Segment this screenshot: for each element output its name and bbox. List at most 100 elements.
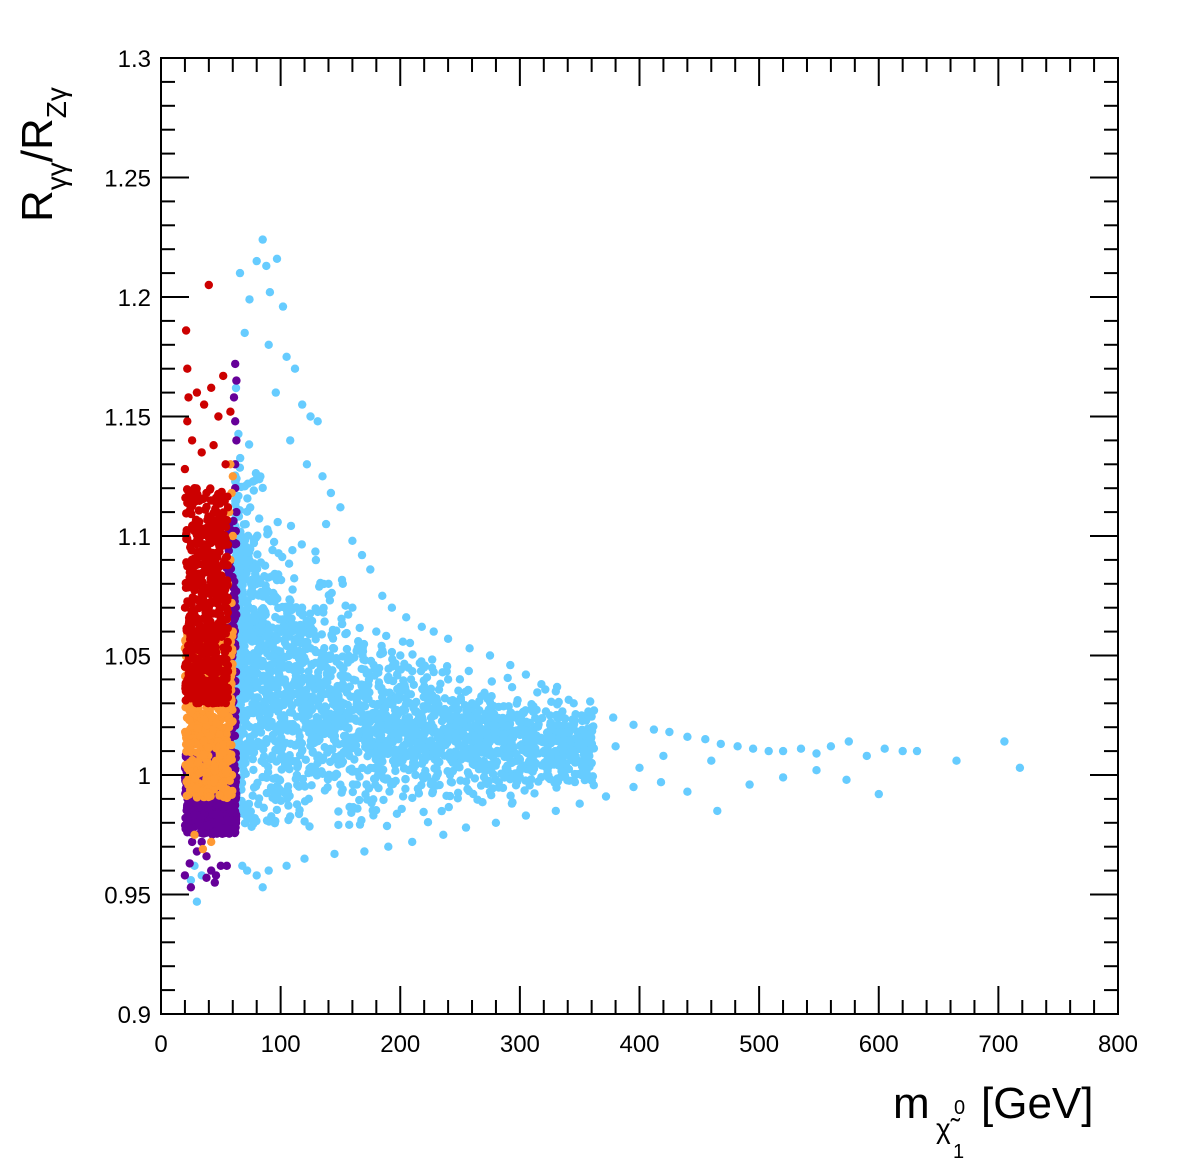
data-point xyxy=(453,794,462,803)
data-point xyxy=(384,715,393,725)
y-tick-label: 1.2 xyxy=(118,285,151,312)
data-point xyxy=(385,688,394,697)
data-point xyxy=(451,711,461,720)
data-point xyxy=(224,789,233,799)
data-point xyxy=(355,623,364,633)
data-point xyxy=(748,744,758,753)
data-point xyxy=(222,576,232,585)
data-point xyxy=(194,698,204,708)
data-point xyxy=(778,773,788,782)
data-point xyxy=(231,359,240,369)
data-point xyxy=(262,261,271,271)
data-point xyxy=(221,625,230,634)
data-point xyxy=(874,789,883,799)
data-point xyxy=(426,713,436,722)
data-point xyxy=(240,328,249,338)
data-point xyxy=(202,488,211,498)
data-point xyxy=(291,675,300,685)
data-point xyxy=(249,486,258,495)
data-point xyxy=(252,693,261,702)
data-point xyxy=(197,528,207,537)
data-point xyxy=(372,701,382,710)
data-point xyxy=(215,816,225,825)
data-point xyxy=(487,677,496,686)
data-point xyxy=(408,837,417,847)
data-point xyxy=(515,754,524,763)
data-point xyxy=(506,660,515,670)
data-point xyxy=(374,760,383,770)
data-point xyxy=(260,686,269,695)
data-point xyxy=(302,644,311,654)
data-point xyxy=(498,713,507,723)
data-point xyxy=(204,553,213,563)
data-point xyxy=(318,472,327,481)
data-point xyxy=(438,668,447,677)
data-point xyxy=(323,783,332,792)
data-point xyxy=(288,727,297,736)
data-point xyxy=(187,759,196,769)
data-point xyxy=(216,531,225,541)
data-point xyxy=(181,659,190,668)
data-point xyxy=(341,601,350,610)
data-point xyxy=(394,735,403,744)
data-point xyxy=(764,746,773,756)
data-point xyxy=(408,762,417,771)
data-point xyxy=(256,728,266,737)
data-point xyxy=(611,742,620,751)
data-point xyxy=(391,766,400,776)
data-point xyxy=(209,584,218,593)
data-point xyxy=(524,757,534,766)
data-point xyxy=(278,302,288,311)
data-point xyxy=(354,747,363,756)
data-point xyxy=(412,744,422,754)
data-point xyxy=(238,861,247,870)
data-point xyxy=(264,762,273,772)
data-point xyxy=(322,670,332,679)
data-point xyxy=(338,652,347,661)
data-point xyxy=(251,723,261,732)
data-point xyxy=(398,637,408,646)
data-point xyxy=(249,668,258,678)
data-point xyxy=(315,721,325,730)
data-point xyxy=(442,706,451,716)
data-point xyxy=(272,757,281,766)
data-point xyxy=(241,575,251,584)
data-point xyxy=(225,776,234,785)
data-point xyxy=(202,768,212,778)
data-point xyxy=(218,740,228,749)
data-point xyxy=(308,748,318,757)
data-point xyxy=(223,816,233,825)
data-point xyxy=(185,767,195,776)
data-point xyxy=(383,674,392,683)
data-point xyxy=(360,702,370,711)
data-point xyxy=(796,744,806,753)
data-point xyxy=(535,736,544,745)
data-point xyxy=(508,798,517,807)
data-point xyxy=(228,531,237,541)
data-point xyxy=(318,753,328,762)
data-point xyxy=(187,837,197,847)
data-point xyxy=(880,744,889,753)
data-point xyxy=(252,871,261,880)
data-point xyxy=(362,688,371,697)
data-point xyxy=(408,667,417,676)
data-point xyxy=(479,772,489,782)
data-point xyxy=(186,539,196,548)
data-point xyxy=(297,540,306,549)
data-point xyxy=(214,412,223,421)
data-point xyxy=(609,713,618,722)
data-point xyxy=(212,719,221,728)
data-point xyxy=(399,741,408,751)
data-point xyxy=(419,676,428,685)
data-point xyxy=(387,647,397,657)
data-point xyxy=(497,769,506,778)
data-point xyxy=(272,576,282,585)
data-point xyxy=(411,770,420,780)
data-point xyxy=(326,757,335,767)
data-point xyxy=(429,704,438,713)
data-point xyxy=(452,732,461,742)
data-point xyxy=(707,756,716,765)
data-point xyxy=(259,715,269,725)
data-point xyxy=(219,557,229,566)
